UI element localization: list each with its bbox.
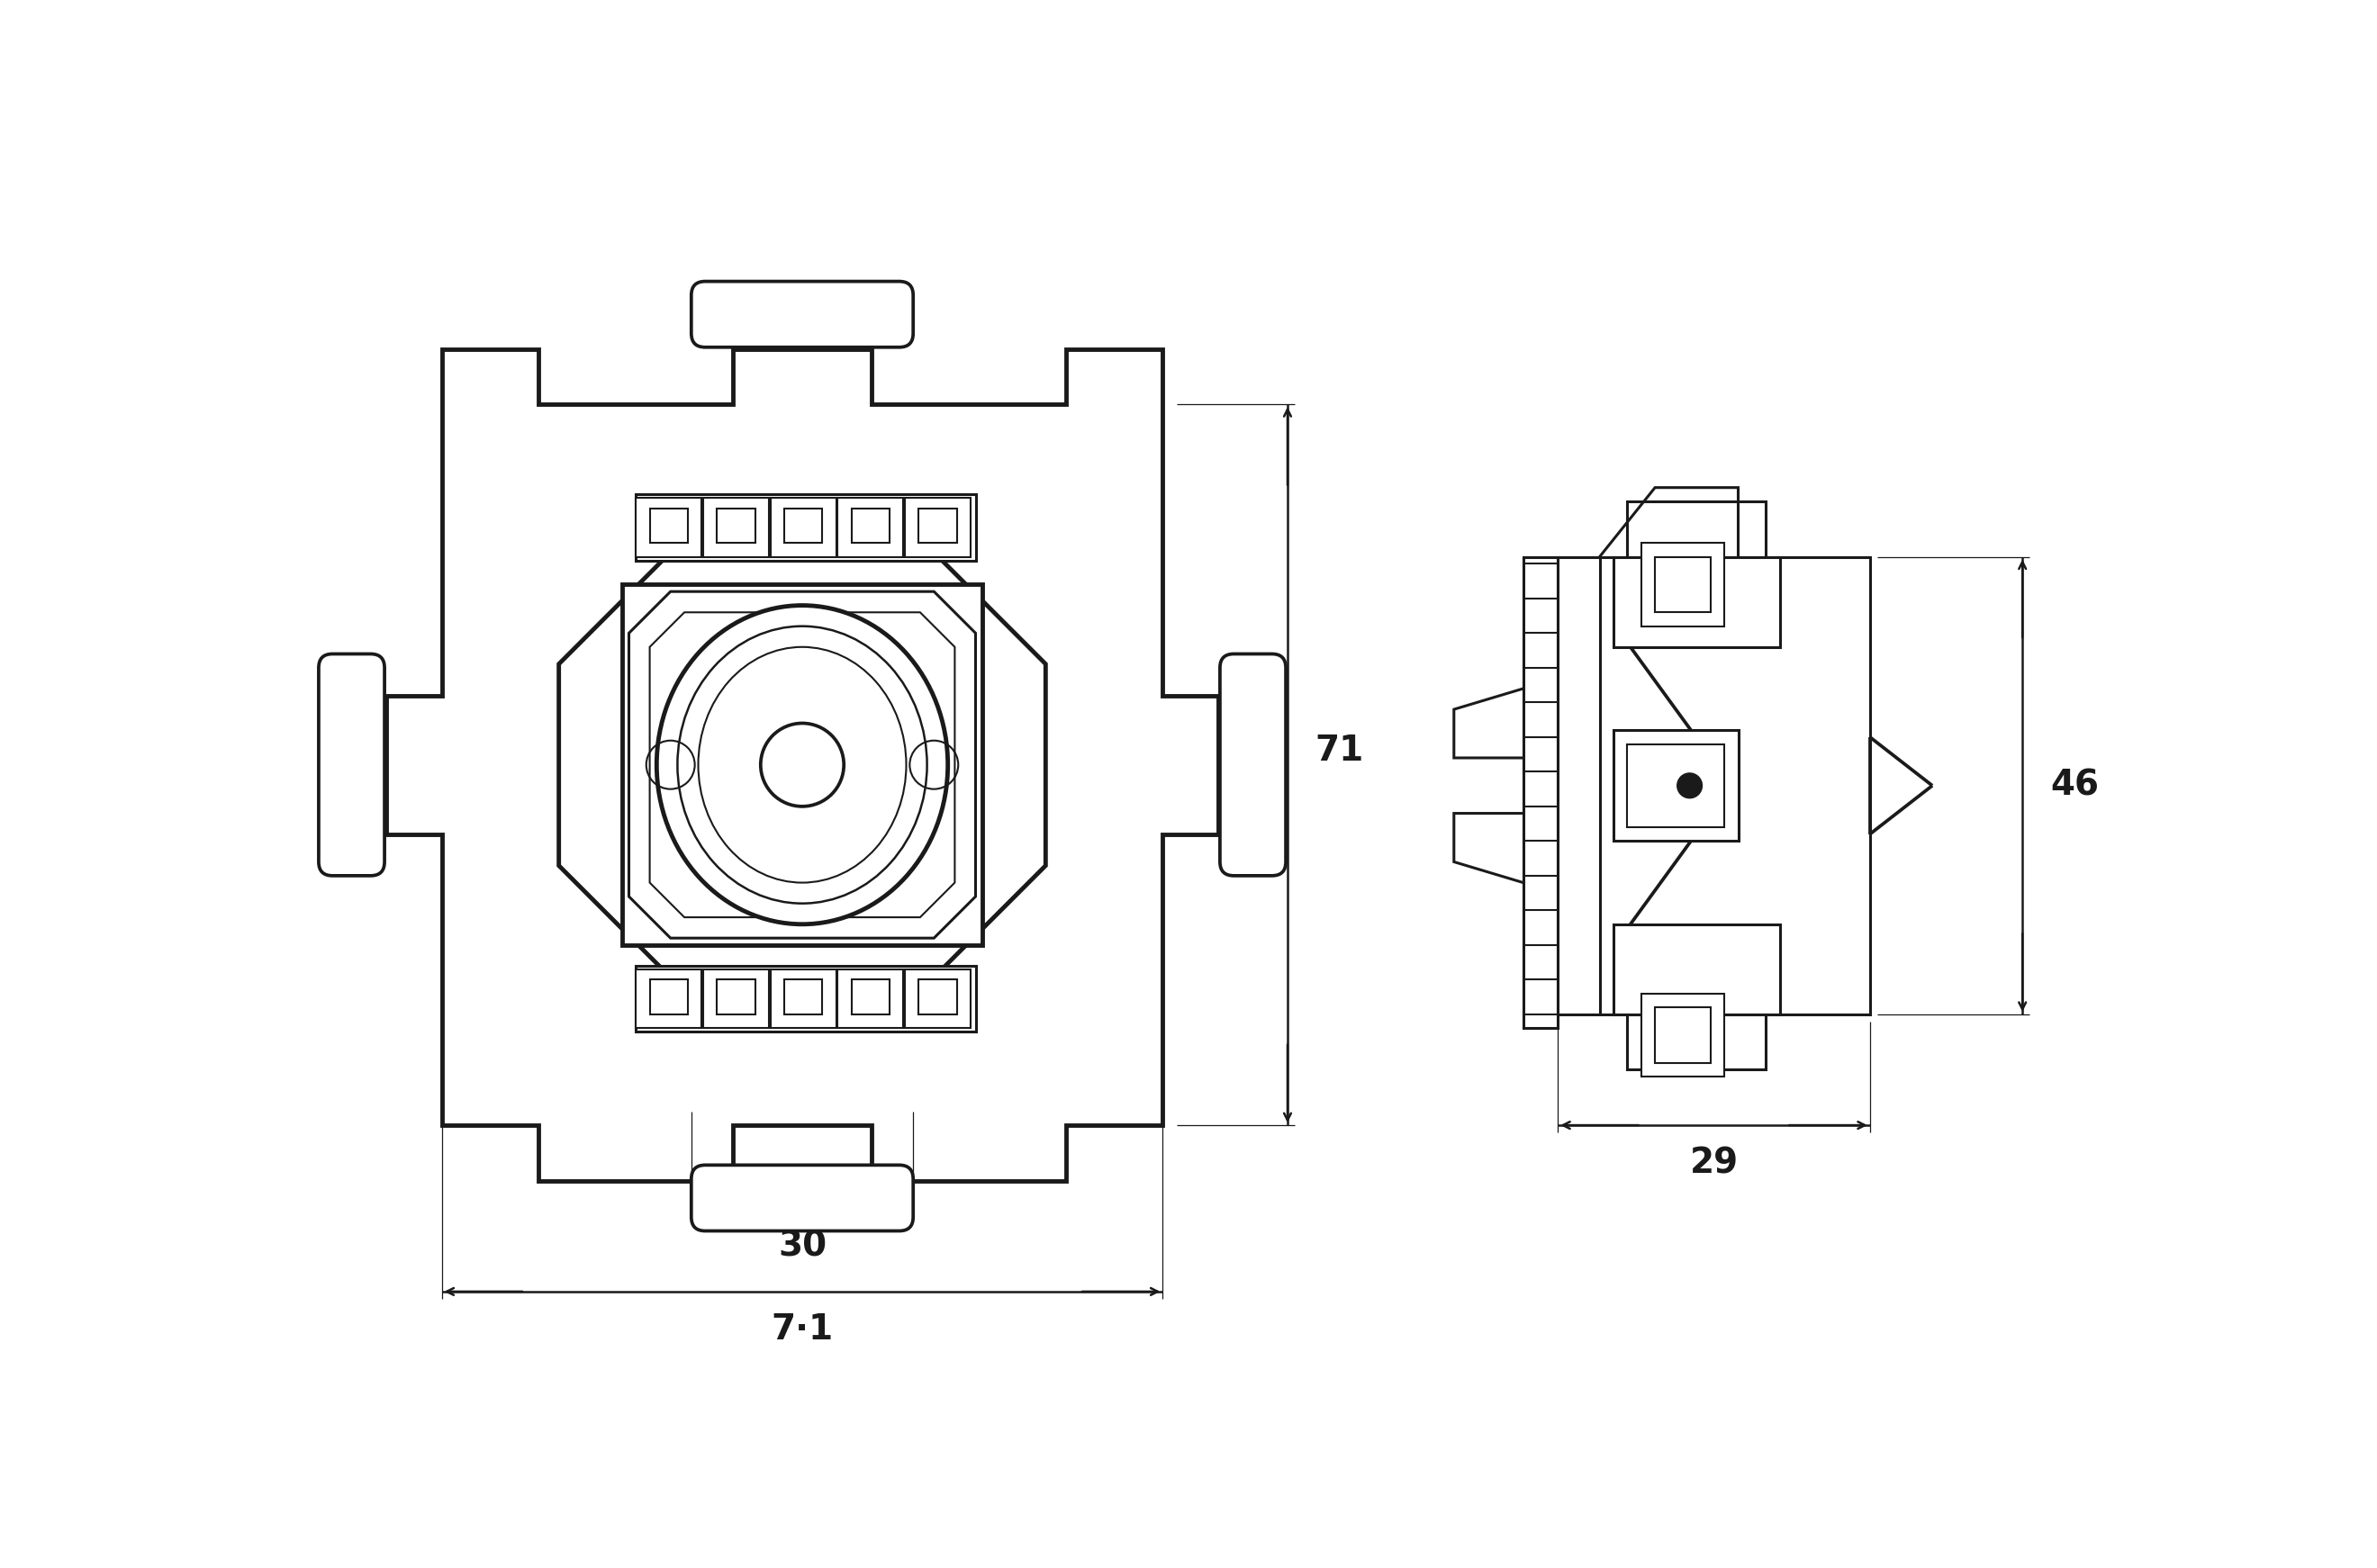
Bar: [784, 508, 822, 543]
Bar: [770, 969, 837, 1029]
Bar: [906, 499, 970, 557]
Bar: [1640, 994, 1723, 1077]
Text: 30: 30: [777, 1229, 827, 1264]
Bar: [837, 499, 903, 557]
Text: 29: 29: [1690, 1146, 1738, 1181]
Bar: [635, 494, 975, 560]
Bar: [851, 508, 889, 543]
Ellipse shape: [699, 648, 906, 883]
FancyBboxPatch shape: [1219, 654, 1286, 875]
Bar: [635, 966, 975, 1032]
Bar: [1557, 557, 1871, 1014]
Bar: [920, 508, 958, 543]
Bar: [1640, 543, 1723, 626]
Bar: [1628, 745, 1723, 828]
Bar: [1654, 557, 1711, 613]
Bar: [704, 969, 770, 1029]
Circle shape: [1678, 773, 1702, 798]
Bar: [1524, 557, 1557, 1029]
Polygon shape: [630, 591, 975, 938]
Ellipse shape: [677, 626, 927, 903]
Ellipse shape: [656, 605, 948, 924]
Bar: [623, 585, 982, 946]
Bar: [1628, 502, 1766, 557]
Text: 7·1: 7·1: [770, 1312, 834, 1347]
Text: 71: 71: [1314, 734, 1364, 768]
Bar: [1614, 731, 1738, 840]
Bar: [649, 980, 687, 1014]
Bar: [718, 980, 756, 1014]
Bar: [1614, 924, 1780, 1014]
Bar: [635, 499, 701, 557]
Bar: [920, 980, 958, 1014]
Bar: [1628, 1014, 1766, 1069]
Bar: [1614, 557, 1780, 648]
FancyBboxPatch shape: [319, 654, 385, 875]
Polygon shape: [385, 350, 1219, 1181]
Bar: [1654, 1007, 1711, 1063]
Text: 46: 46: [2051, 768, 2099, 803]
FancyBboxPatch shape: [692, 281, 913, 347]
Bar: [906, 969, 970, 1029]
Bar: [718, 508, 756, 543]
Bar: [635, 969, 701, 1029]
Bar: [770, 499, 837, 557]
Bar: [851, 980, 889, 1014]
Bar: [837, 969, 903, 1029]
Polygon shape: [559, 522, 1046, 1008]
FancyBboxPatch shape: [692, 1165, 913, 1231]
Bar: [704, 499, 770, 557]
Bar: [784, 980, 822, 1014]
Bar: [649, 508, 687, 543]
